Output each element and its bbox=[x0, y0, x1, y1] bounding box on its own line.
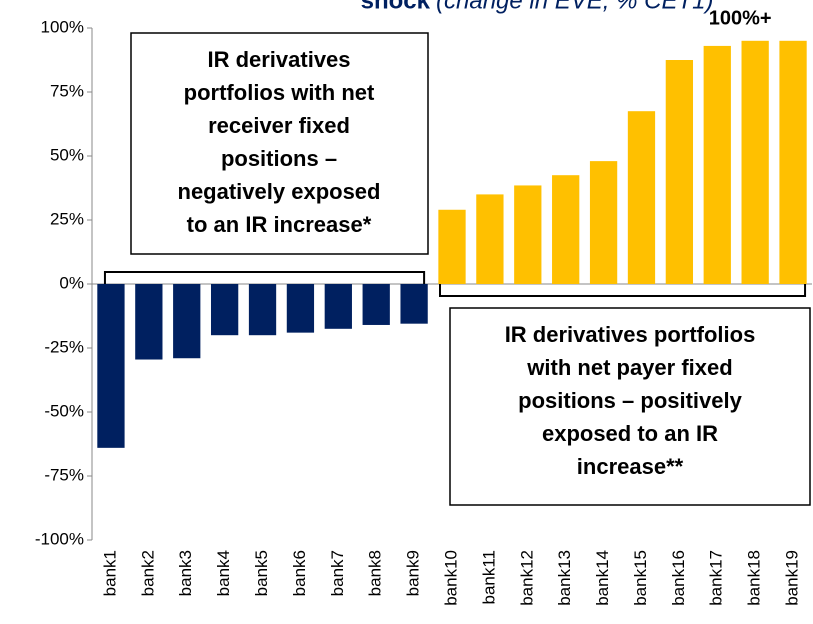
bar bbox=[135, 284, 163, 360]
bar bbox=[665, 60, 694, 284]
x-tick-label: bank10 bbox=[441, 550, 460, 606]
annotation: IR derivatives portfolios bbox=[505, 322, 756, 347]
chart-subtitle: (change in EVE, % CET1) bbox=[436, 0, 713, 14]
x-tick-label: bank6 bbox=[290, 550, 309, 596]
x-tick-label: bank8 bbox=[366, 550, 385, 596]
x-tick-label: bank15 bbox=[631, 550, 650, 606]
bar bbox=[324, 284, 352, 329]
bar bbox=[400, 284, 428, 324]
bar bbox=[589, 161, 618, 284]
bar bbox=[97, 284, 125, 448]
y-tick-label: 100% bbox=[41, 17, 84, 36]
x-tick-label: bank13 bbox=[555, 550, 574, 606]
annotation: with net payer fixed bbox=[526, 355, 732, 380]
payer-box bbox=[449, 307, 811, 506]
x-tick-label: bank4 bbox=[214, 550, 233, 596]
annotation: positions – bbox=[221, 146, 337, 171]
x-tick-label: bank3 bbox=[176, 550, 195, 596]
y-tick-label: -75% bbox=[44, 465, 84, 484]
x-tick-label: bank9 bbox=[404, 550, 423, 596]
annotation: positions – positively bbox=[518, 388, 742, 413]
annotation: receiver fixed bbox=[208, 113, 350, 138]
annotation: to an IR increase* bbox=[187, 212, 372, 237]
bar bbox=[552, 175, 580, 284]
annotation: exposed to an IR bbox=[542, 421, 718, 446]
y-tick-label: -50% bbox=[44, 401, 84, 420]
bar bbox=[438, 209, 466, 284]
bar bbox=[173, 284, 201, 359]
annotation: negatively exposed bbox=[178, 179, 381, 204]
bar bbox=[248, 284, 277, 336]
cap-label: 100%+ bbox=[709, 7, 772, 29]
annotation: IR derivatives bbox=[207, 47, 350, 72]
bar bbox=[779, 40, 807, 284]
bar bbox=[703, 45, 731, 284]
bar bbox=[210, 284, 239, 336]
y-tick-label: 50% bbox=[50, 145, 84, 164]
chart-title: shock bbox=[361, 0, 431, 14]
y-tick-label: -25% bbox=[44, 337, 84, 356]
x-tick-label: bank17 bbox=[707, 550, 726, 606]
y-tick-label: 0% bbox=[59, 273, 84, 292]
x-tick-label: bank2 bbox=[138, 550, 157, 596]
bar bbox=[286, 284, 315, 333]
x-tick-label: bank12 bbox=[517, 550, 536, 606]
bar bbox=[476, 194, 504, 284]
x-tick-label: bank19 bbox=[783, 550, 802, 606]
annotation: increase** bbox=[577, 454, 684, 479]
x-tick-label: bank11 bbox=[479, 550, 498, 605]
bar bbox=[514, 185, 542, 284]
payer-bracket bbox=[439, 284, 807, 297]
x-tick-label: bank7 bbox=[328, 550, 347, 596]
y-tick-label: -100% bbox=[35, 529, 84, 548]
receiver-box bbox=[130, 32, 429, 255]
x-tick-label: bank1 bbox=[100, 550, 119, 596]
receiver-bracket bbox=[103, 271, 426, 284]
x-tick-label: bank18 bbox=[745, 550, 764, 606]
x-tick-label: bank14 bbox=[593, 550, 612, 606]
x-tick-label: bank5 bbox=[252, 550, 271, 596]
x-tick-label: bank16 bbox=[669, 550, 688, 606]
bar bbox=[362, 284, 390, 325]
annotation: portfolios with net bbox=[184, 80, 375, 105]
bar bbox=[741, 40, 769, 284]
bar bbox=[627, 111, 656, 284]
y-tick-label: 75% bbox=[50, 81, 84, 100]
y-tick-label: 25% bbox=[50, 209, 84, 228]
